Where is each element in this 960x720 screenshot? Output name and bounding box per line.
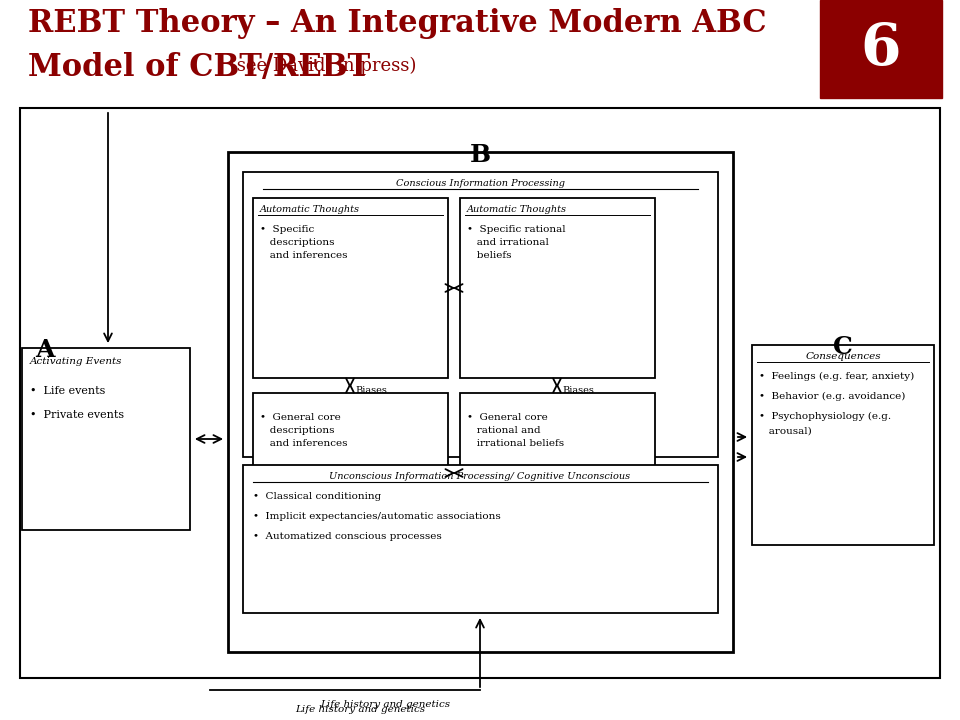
Text: Conscious Information Processing: Conscious Information Processing: [396, 179, 564, 188]
Text: •  General core
   descriptions
   and inferences: • General core descriptions and inferenc…: [260, 413, 348, 449]
Text: •  General core
   rational and
   irrational beliefs: • General core rational and irrational b…: [467, 413, 564, 449]
Text: B: B: [469, 143, 491, 167]
Text: (see David, in press): (see David, in press): [224, 57, 416, 76]
Bar: [228, 152, 733, 652]
Text: •  Specific
   descriptions
   and inferences: • Specific descriptions and inferences: [260, 225, 348, 261]
Text: Biases: Biases: [355, 386, 387, 395]
Bar: [22, 348, 190, 530]
Text: •  Psychophysiology (e.g.: • Psychophysiology (e.g.: [759, 412, 891, 421]
Bar: [243, 172, 718, 457]
Text: Unconscious Information Processing/ Cognitive Unconscious: Unconscious Information Processing/ Cogn…: [329, 472, 631, 481]
Text: Biases: Biases: [562, 386, 594, 395]
Text: •  Implicit expectancies/automatic associations: • Implicit expectancies/automatic associ…: [253, 512, 501, 521]
Text: •  Classical conditioning: • Classical conditioning: [253, 492, 381, 501]
Text: REBT Theory – An Integrative Modern ABC: REBT Theory – An Integrative Modern ABC: [28, 8, 767, 39]
Bar: [820, 0, 942, 98]
Text: arousal): arousal): [759, 427, 812, 436]
Bar: [752, 345, 934, 545]
Text: •  Private events: • Private events: [30, 410, 124, 420]
Bar: [460, 393, 655, 553]
Bar: [253, 198, 448, 378]
Bar: [253, 393, 448, 553]
Text: •  Behavior (e.g. avoidance): • Behavior (e.g. avoidance): [759, 392, 905, 401]
Text: •  Life events: • Life events: [30, 386, 106, 396]
Text: •  Specific rational
   and irrational
   beliefs: • Specific rational and irrational belie…: [467, 225, 565, 261]
Text: Life history and genetics: Life history and genetics: [295, 705, 425, 714]
Bar: [20, 108, 940, 678]
Text: Consequences: Consequences: [805, 352, 881, 361]
Text: Automatic Thoughts: Automatic Thoughts: [467, 205, 567, 214]
Text: Automatic Thoughts: Automatic Thoughts: [260, 205, 360, 214]
Text: •  Feelings (e.g. fear, anxiety): • Feelings (e.g. fear, anxiety): [759, 372, 914, 381]
Text: •  Automatized conscious processes: • Automatized conscious processes: [253, 532, 442, 541]
Text: Life history and genetics: Life history and genetics: [320, 700, 450, 709]
Text: A: A: [35, 338, 55, 362]
Bar: [460, 198, 655, 378]
Bar: [243, 465, 718, 613]
Text: C: C: [833, 335, 852, 359]
Text: Activating Events: Activating Events: [30, 357, 123, 366]
Text: Model of CBT/REBT: Model of CBT/REBT: [28, 52, 371, 83]
Text: 6: 6: [861, 21, 901, 77]
